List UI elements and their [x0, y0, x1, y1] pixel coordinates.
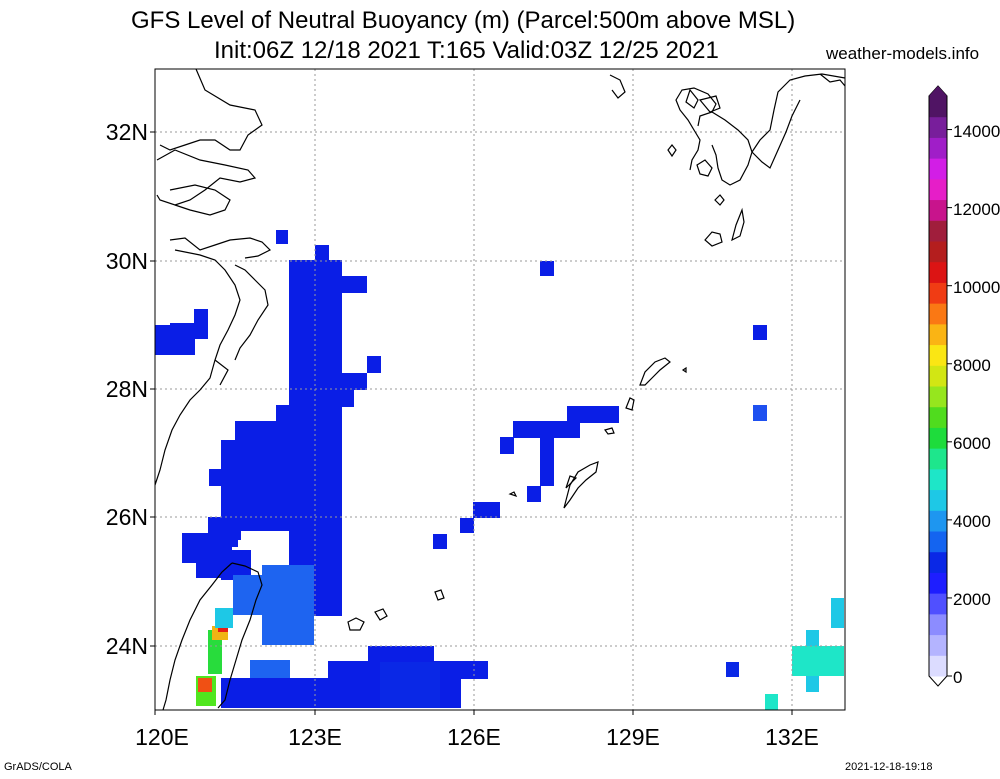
colorbar-swatch: [929, 282, 947, 304]
coastlines: [154, 68, 846, 711]
lnb-field: [155, 230, 844, 710]
colorbar-swatch: [929, 241, 947, 263]
colorbar-swatch: [929, 178, 947, 201]
lon-label-126e: 126E: [447, 724, 501, 750]
colorbar-swatch: [929, 261, 947, 283]
colorbar-label-6000: 6000: [953, 434, 991, 453]
grid-lines: [155, 69, 845, 710]
colorbar-swatch: [929, 468, 947, 491]
colorbar-swatch: [929, 489, 947, 511]
colorbar-swatch: [929, 613, 947, 636]
colorbar-swatch: [929, 96, 947, 118]
colorbar-swatch: [929, 593, 947, 615]
colorbar-label-8000: 8000: [953, 356, 991, 375]
lat-label-26n: 26N: [105, 504, 148, 530]
colorbar-swatch: [929, 137, 947, 159]
colorbar-swatch: [929, 406, 947, 428]
footer-software: GrADS/COLA: [4, 761, 72, 773]
chart-title: GFS Level of Neutral Buoyancy (m) (Parce…: [131, 7, 796, 34]
lat-label-32n: 32N: [105, 119, 148, 145]
colorbar-swatch: [929, 551, 947, 573]
colorbar-swatch: [929, 303, 947, 325]
colorbar: [928, 85, 952, 687]
colorbar-max-arrow: [929, 86, 947, 96]
colorbar-swatch: [929, 634, 947, 656]
colorbar-label-2000: 2000: [953, 590, 991, 609]
lat-label-30n: 30N: [105, 248, 148, 274]
colorbar-swatch: [929, 427, 947, 449]
colorbar-swatch: [929, 158, 947, 180]
lat-label-24n: 24N: [105, 633, 148, 659]
lon-label-123e: 123E: [288, 724, 342, 750]
colorbar-swatch: [929, 510, 947, 532]
colorbar-swatch: [929, 220, 947, 242]
colorbar-swatch: [929, 531, 947, 553]
colorbar-label-12000: 12000: [953, 200, 1000, 219]
colorbar-swatch: [929, 199, 947, 221]
colorbar-swatch: [929, 386, 947, 408]
colorbar-swatch: [929, 448, 947, 470]
footer-timestamp: 2021-12-18-19:18: [845, 761, 933, 773]
colorbar-swatch: [929, 344, 947, 366]
colorbar-label-4000: 4000: [953, 512, 991, 531]
lon-label-129e: 129E: [606, 724, 660, 750]
colorbar-label-10000: 10000: [953, 278, 1000, 297]
colorbar-swatch: [929, 116, 947, 138]
colorbar-label-14000: 14000: [953, 122, 1000, 141]
lon-label-132e: 132E: [765, 724, 819, 750]
colorbar-swatch: [929, 323, 947, 346]
chart-subtitle: Init:06Z 12/18 2021 T:165 Valid:03Z 12/2…: [214, 37, 719, 64]
colorbar-swatch: [929, 655, 947, 677]
lat-label-28n: 28N: [105, 376, 148, 402]
colorbar-swatch: [929, 572, 947, 594]
lon-label-120e: 120E: [135, 724, 189, 750]
colorbar-label-0: 0: [953, 668, 963, 687]
source-label: weather-models.info: [826, 44, 980, 63]
colorbar-swatch: [929, 365, 947, 387]
axis-ticks: [150, 131, 793, 715]
